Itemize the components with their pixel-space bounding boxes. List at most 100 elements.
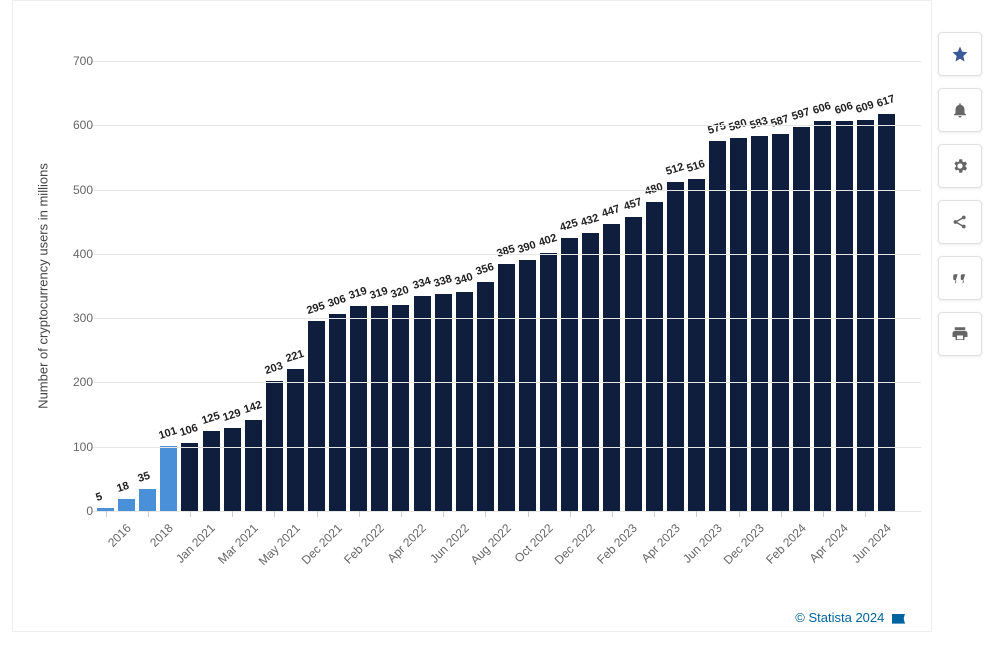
gridline [91, 61, 921, 62]
x-tick-mark [612, 511, 613, 517]
x-tick-mark [570, 511, 571, 517]
y-tick-label: 200 [73, 375, 93, 389]
bar-value-label: 35 [136, 469, 151, 484]
bar-value-label: 425 [558, 217, 579, 234]
bar-value-label: 597 [791, 106, 812, 123]
bar-value-label: 457 [622, 196, 643, 213]
bar[interactable] [751, 136, 768, 511]
x-tick-label: Oct 2022 [506, 521, 555, 570]
bar[interactable] [477, 282, 494, 511]
bar-value-label: 125 [200, 410, 221, 427]
side-toolbar [938, 32, 982, 356]
bar-value-label: 319 [347, 285, 368, 302]
x-tick-mark [781, 511, 782, 517]
x-tick-label: Feb 2022 [338, 521, 387, 570]
x-tick-mark [106, 511, 107, 517]
x-tick-mark [485, 511, 486, 517]
bar-value-label: 338 [432, 273, 453, 290]
y-tick-label: 100 [73, 440, 93, 454]
chart-container: Number of cryptocurrency users in millio… [12, 0, 932, 632]
bar[interactable] [603, 224, 620, 511]
bar-value-label: 447 [601, 203, 622, 220]
bar[interactable] [392, 305, 409, 511]
bar[interactable] [245, 420, 262, 511]
bar[interactable] [836, 121, 853, 511]
bar[interactable] [287, 369, 304, 511]
gridline [91, 318, 921, 319]
bar[interactable] [308, 321, 325, 511]
bar-value-label: 606 [833, 100, 854, 117]
bar[interactable] [371, 306, 388, 511]
x-tick-label: Feb 2024 [760, 521, 809, 570]
bar-value-label: 203 [263, 359, 284, 376]
print-icon[interactable] [938, 312, 982, 356]
bar[interactable] [582, 233, 599, 511]
bar-value-label: 512 [664, 161, 685, 178]
bar[interactable] [667, 182, 684, 511]
y-tick-label: 400 [73, 247, 93, 261]
bar[interactable] [878, 114, 895, 511]
bar-value-label: 319 [369, 285, 390, 302]
gridline [91, 382, 921, 383]
x-tick-mark [148, 511, 149, 517]
x-tick-label: Jun 2023 [675, 521, 724, 570]
bar-value-label: 516 [685, 158, 706, 175]
share-icon[interactable] [938, 200, 982, 244]
bar[interactable] [329, 314, 346, 511]
gridline [91, 511, 921, 512]
y-axis-label: Number of cryptocurrency users in millio… [36, 163, 51, 409]
alert-icon[interactable] [938, 88, 982, 132]
bar[interactable] [203, 431, 220, 511]
x-tick-mark [190, 511, 191, 517]
bar[interactable] [456, 292, 473, 511]
bar[interactable] [224, 428, 241, 511]
bar-value-label: 295 [305, 300, 326, 317]
bar-value-label: 320 [390, 284, 411, 301]
bar[interactable] [118, 499, 135, 511]
bar[interactable] [814, 121, 831, 511]
x-tick-label: 2016 [84, 521, 133, 570]
bar[interactable] [730, 138, 747, 511]
bar[interactable] [561, 238, 578, 511]
x-tick-label: Dec 2022 [549, 521, 598, 570]
quote-icon[interactable] [938, 256, 982, 300]
bars-group: 5183510110612512914220322129530631931932… [91, 61, 921, 511]
bar[interactable] [709, 141, 726, 511]
copyright-text: © Statista 2024 [795, 610, 905, 625]
y-tick-label: 600 [73, 118, 93, 132]
gridline [91, 254, 921, 255]
bar-value-label: 606 [812, 100, 833, 117]
y-tick-label: 300 [73, 311, 93, 325]
bar-value-label: 142 [242, 399, 263, 416]
bar[interactable] [181, 443, 198, 511]
bar-value-label: 617 [875, 93, 896, 110]
bar-value-label: 575 [706, 120, 727, 137]
bar[interactable] [857, 120, 874, 512]
bar-value-label: 101 [158, 425, 179, 442]
bar-value-label: 583 [748, 115, 769, 132]
bar[interactable] [498, 264, 515, 512]
copyright-label: © Statista 2024 [795, 610, 884, 625]
bar[interactable] [519, 260, 536, 511]
x-tick-label: Jun 2022 [422, 521, 471, 570]
bar[interactable] [646, 202, 663, 511]
y-tick-label: 700 [73, 54, 93, 68]
x-tick-label: Apr 2024 [802, 521, 851, 570]
favorite-icon[interactable] [938, 32, 982, 76]
bar[interactable] [350, 306, 367, 511]
bar-value-label: 402 [537, 231, 558, 248]
bar[interactable] [414, 296, 431, 511]
bar[interactable] [688, 179, 705, 511]
x-tick-label: Dec 2021 [295, 521, 344, 570]
gridline [91, 125, 921, 126]
plot-area: 5183510110612512914220322129530631931932… [91, 61, 921, 511]
settings-icon[interactable] [938, 144, 982, 188]
bar[interactable] [435, 294, 452, 511]
bar[interactable] [160, 446, 177, 511]
bar[interactable] [625, 217, 642, 511]
x-tick-mark [443, 511, 444, 517]
x-tick-mark [528, 511, 529, 517]
x-tick-mark [865, 511, 866, 517]
bar[interactable] [139, 489, 156, 512]
x-tick-label: Apr 2022 [380, 521, 429, 570]
